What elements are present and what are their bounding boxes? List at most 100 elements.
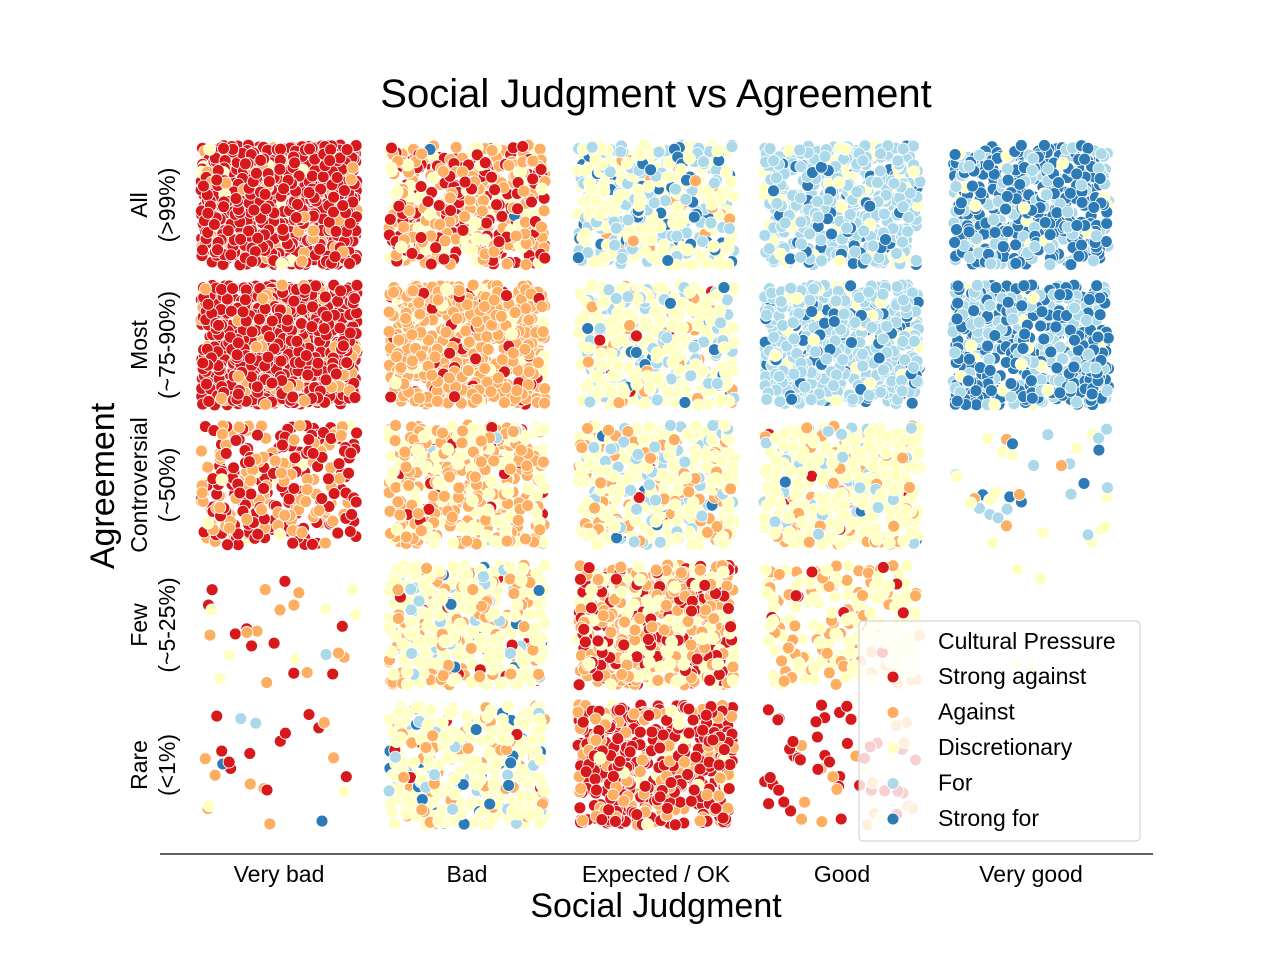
scatter-point xyxy=(705,197,719,211)
scatter-point xyxy=(317,322,331,336)
scatter-point xyxy=(232,369,246,383)
scatter-point xyxy=(838,142,852,156)
scatter-point xyxy=(303,142,317,156)
scatter-point xyxy=(650,393,664,407)
scatter-point xyxy=(415,147,429,161)
scatter-point xyxy=(327,190,341,204)
scatter-point xyxy=(250,380,264,394)
scatter-point xyxy=(660,331,674,345)
scatter-point xyxy=(874,147,887,161)
scatter-point xyxy=(340,143,354,157)
scatter-points xyxy=(194,138,1116,832)
scatter-point xyxy=(207,217,221,231)
scatter-point xyxy=(962,159,976,173)
scatter-point xyxy=(1009,256,1023,270)
scatter-point xyxy=(1070,218,1084,232)
scatter-point xyxy=(669,182,682,196)
scatter-point xyxy=(203,142,217,156)
scatter-point xyxy=(231,336,245,350)
scatter-point xyxy=(581,341,595,355)
scatter-point xyxy=(243,351,257,365)
scatter-point xyxy=(394,361,408,375)
scatter-point xyxy=(302,186,316,200)
scatter-point xyxy=(896,235,910,249)
scatter-point xyxy=(299,349,313,362)
scatter-point xyxy=(679,192,693,206)
scatter-point xyxy=(323,154,337,168)
scatter-point xyxy=(487,293,501,307)
scatter-point xyxy=(478,156,492,170)
scatter-point xyxy=(405,328,419,342)
scatter-point xyxy=(604,385,618,399)
scatter-point xyxy=(350,278,364,292)
scatter-point xyxy=(676,321,690,335)
scatter-point xyxy=(640,369,654,383)
scatter-point xyxy=(724,175,738,189)
scatter-point xyxy=(597,296,611,309)
scatter-point xyxy=(210,173,224,187)
scatter-point xyxy=(609,221,623,235)
scatter-point xyxy=(1038,216,1052,229)
scatter-point xyxy=(715,393,729,407)
scatter-point xyxy=(890,247,903,261)
scatter-point xyxy=(217,200,231,214)
scatter-point xyxy=(996,240,1010,254)
scatter-point xyxy=(276,222,290,236)
scatter-point xyxy=(597,251,611,265)
scatter-point xyxy=(850,185,864,199)
scatter-point xyxy=(1014,138,1028,152)
scatter-point xyxy=(663,296,677,310)
scatter-point xyxy=(632,199,646,212)
scatter-point xyxy=(259,202,273,216)
scatter-point xyxy=(589,152,603,166)
scatter-point xyxy=(492,235,506,249)
scatter-point xyxy=(666,355,680,369)
scatter-point xyxy=(443,191,457,205)
scatter-point xyxy=(714,316,727,330)
scatter-point xyxy=(449,140,463,154)
scatter-point xyxy=(390,185,404,199)
scatter-point xyxy=(533,142,547,156)
scatter-point xyxy=(965,179,979,193)
scatter-point xyxy=(901,225,915,238)
scatter-point xyxy=(414,231,428,244)
scatter-point xyxy=(697,155,710,169)
scatter-point xyxy=(1043,258,1057,272)
scatter-point xyxy=(491,371,505,385)
scatter-point xyxy=(638,245,652,259)
scatter-point xyxy=(1075,178,1088,192)
scatter-point xyxy=(287,294,301,308)
scatter-point xyxy=(1050,206,1064,220)
scatter-point xyxy=(538,396,552,410)
scatter-point xyxy=(348,391,362,405)
scatter-point xyxy=(236,305,250,319)
scatter-point xyxy=(593,322,607,336)
scatter-point xyxy=(1093,171,1107,185)
scatter-point xyxy=(621,213,635,227)
scatter-point xyxy=(767,154,781,168)
scatter-point xyxy=(585,140,599,154)
scatter-point xyxy=(301,368,315,382)
scatter-point xyxy=(678,395,692,409)
scatter-point xyxy=(948,148,962,161)
scatter-point xyxy=(909,253,923,267)
scatter-point xyxy=(661,170,675,184)
scatter-point xyxy=(1063,186,1077,200)
scatter-point xyxy=(291,197,304,211)
scatter-point xyxy=(281,313,294,327)
scatter-point xyxy=(954,196,968,210)
scatter-point xyxy=(230,348,244,362)
scatter-point xyxy=(689,174,702,188)
scatter-point xyxy=(719,366,732,380)
scatter-point xyxy=(696,235,709,249)
scatter-point xyxy=(249,166,263,180)
scatter-point xyxy=(259,398,272,412)
scatter-point xyxy=(793,143,807,157)
scatter-point xyxy=(290,334,304,348)
scatter-point xyxy=(763,142,777,156)
scatter-point xyxy=(818,149,832,163)
scatter-point xyxy=(700,256,714,270)
scatter-point xyxy=(794,160,808,174)
scatter-point xyxy=(803,227,817,241)
